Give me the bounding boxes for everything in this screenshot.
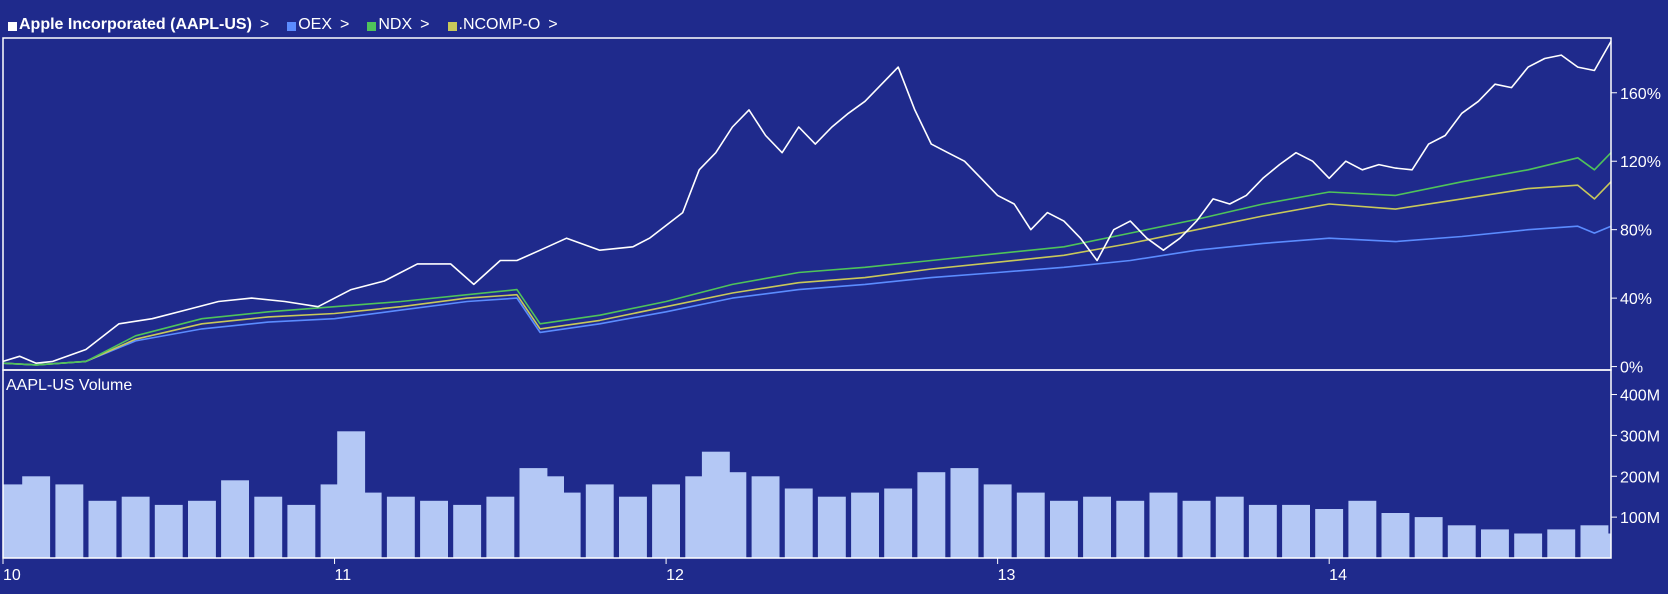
legend-label-aapl: Apple Incorporated (AAPL-US) [19,16,252,33]
volume-bar [88,500,117,558]
volume-bar [221,480,249,558]
series-line-ncomp-o [2,181,1612,366]
volume-bar [1050,500,1078,558]
series-line-oex [2,225,1612,366]
series-line-apple-incorporated-aapl-us [2,41,1612,365]
volume-bar [585,484,614,558]
volume-bar [1149,492,1178,558]
volume-bar [950,468,979,558]
volume-bar [22,476,51,558]
legend-swatch-oex [287,21,297,31]
legend-swatch-ndx [367,21,377,31]
volume-bar [751,476,780,558]
volume-panel-frame [2,369,1612,559]
legend-swatch-ncomp [447,21,457,31]
volume-bar [552,492,581,558]
volume-y-tick-label: 400M [1620,388,1660,405]
volume-bar [1381,513,1410,558]
volume-bar [1583,533,1611,558]
volume-bar [1182,500,1211,558]
price-y-tick-label: 40% [1620,291,1652,308]
chart-legend: Apple Incorporated (AAPL-US) > OEX > NDX… [8,14,576,36]
volume-bar [1315,509,1344,558]
volume-bar [784,488,813,558]
legend-label-ncomp: .NCOMP-O [458,16,541,33]
legend-item-ndx[interactable]: NDX > [367,16,430,34]
volume-y-tick-label: 100M [1620,510,1660,527]
volume-bar [121,496,150,558]
volume-bar [652,484,680,558]
volume-bar [386,496,415,558]
chevron-right-icon[interactable]: > [420,16,430,33]
volume-bar [1348,500,1377,558]
chevron-right-icon[interactable]: > [548,16,558,33]
legend-item-oex[interactable]: OEX > [287,16,349,34]
legend-label-ndx: NDX [378,16,413,33]
volume-bar [1016,492,1045,558]
price-y-tick-label: 120% [1620,154,1661,171]
x-tick-label: 12 [666,567,684,584]
legend-label-oex: OEX [298,16,333,33]
x-tick-label: 11 [335,567,352,584]
legend-item-aapl[interactable]: Apple Incorporated (AAPL-US) > [8,16,269,34]
volume-bar [287,504,316,558]
volume-bar [1248,504,1277,558]
volume-bar [188,500,216,558]
price-y-tick-label: 80% [1620,223,1652,240]
volume-y-tick-label: 300M [1620,428,1660,445]
volume-bar [1083,496,1111,558]
volume-bar [983,484,1012,558]
volume-bar [353,492,382,558]
volume-bar [884,488,913,558]
volume-bar [817,496,846,558]
chevron-right-icon[interactable]: > [340,16,350,33]
volume-bar [1481,529,1509,558]
series-line-ndx [2,152,1612,366]
x-tick-label: 13 [998,567,1016,584]
volume-panel-title: AAPL-US Volume [6,377,132,394]
volume-bar [486,496,515,558]
volume-bar [1414,517,1443,558]
volume-bar [254,496,283,558]
volume-bar [55,484,84,558]
x-tick-label: 10 [3,567,21,584]
volume-bar [420,500,448,558]
volume-bar [851,492,879,558]
volume-bar [453,504,482,558]
chevron-right-icon[interactable]: > [259,16,270,33]
volume-bar [1282,504,1310,558]
volume-bar [1116,500,1145,558]
volume-bar [917,472,946,558]
x-tick-label: 14 [1329,567,1347,584]
volume-y-tick-label: 200M [1620,469,1660,486]
volume-bar [619,496,647,558]
legend-item-ncomp[interactable]: .NCOMP-O > [447,16,558,34]
volume-bar [154,504,183,558]
volume-bar [1514,533,1543,558]
price-y-tick-label: 160% [1620,86,1661,103]
volume-bar [1447,525,1476,558]
volume-bar [1547,529,1576,558]
volume-bar [1215,496,1244,558]
legend-swatch-aapl [8,21,17,31]
price-y-tick-label: 0% [1620,360,1643,377]
volume-bar [718,472,747,558]
